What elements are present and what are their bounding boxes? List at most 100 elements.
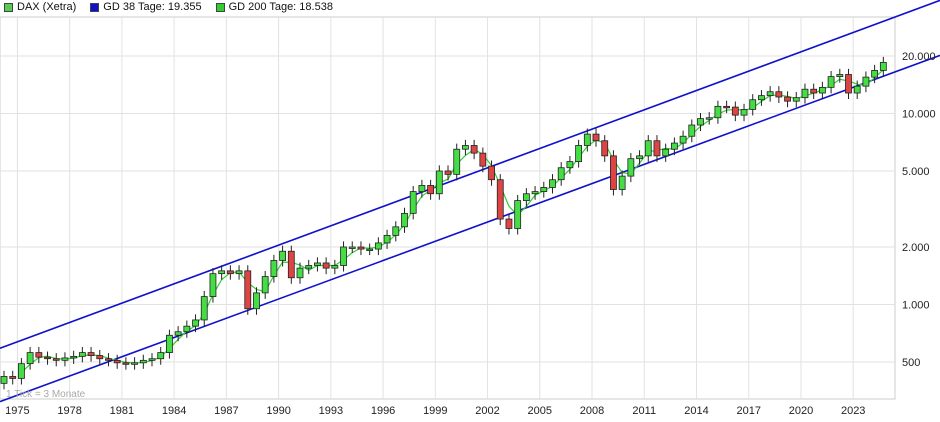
legend: DAX (Xetra) GD 38 Tage: 19.355 GD 200 Ta… <box>0 0 343 14</box>
candle-body <box>575 145 583 162</box>
candle-body <box>340 246 347 266</box>
candle-body <box>409 191 417 214</box>
candle-body <box>52 358 60 361</box>
candle-body <box>810 88 818 94</box>
x-tick-label: 1996 <box>371 405 395 417</box>
candle-body <box>383 234 391 244</box>
trend-line-lower <box>0 54 940 403</box>
candle-body <box>557 167 565 181</box>
candle-body <box>87 352 95 356</box>
x-axis: 1975 1978 1981 1984 1987 1990 1993 1996 1999 2002… <box>5 405 865 417</box>
legend-swatch-gd200 <box>215 2 225 12</box>
candle-body <box>261 276 269 294</box>
candle-body <box>549 179 556 188</box>
candle-body <box>270 260 278 277</box>
x-tick-label: 2011 <box>632 405 656 417</box>
candle-body <box>627 158 635 177</box>
legend-item-gd200[interactable]: GD 200 Tage: 18.538 <box>215 1 333 13</box>
candle-body <box>357 246 365 250</box>
candle-body <box>540 187 548 192</box>
candle-body <box>583 133 591 146</box>
x-tick-label: 2002 <box>475 405 499 417</box>
candle-body <box>235 270 243 275</box>
x-tick-label: 1981 <box>110 405 134 417</box>
gd200-line <box>20 69 884 374</box>
candle-body <box>731 106 739 116</box>
candle-body <box>331 265 339 269</box>
x-tick-label: 1990 <box>266 405 290 417</box>
candle-body <box>818 86 826 94</box>
candle-body <box>522 193 530 201</box>
candle-body <box>488 165 495 181</box>
trend-channel <box>0 0 940 403</box>
candle-body <box>70 355 78 359</box>
x-tick-label: 1984 <box>162 405 186 417</box>
candle-body <box>44 356 51 360</box>
candle-body <box>314 262 321 266</box>
candle-body <box>644 140 652 157</box>
candle-body <box>601 140 609 157</box>
candle-body <box>157 352 165 360</box>
legend-item-gd38[interactable]: GD 38 Tage: 19.355 <box>90 1 202 13</box>
candle-body <box>148 358 156 361</box>
candle-body <box>113 359 121 364</box>
candle-body <box>514 200 522 229</box>
candle-body <box>801 88 809 99</box>
candle-body <box>435 170 443 195</box>
x-tick-label: 2017 <box>736 405 760 417</box>
candle-body <box>18 363 25 379</box>
x-tick-label: 2020 <box>789 405 813 417</box>
candle-body <box>253 292 260 310</box>
legend-label-dax: DAX (Xetra) <box>17 1 77 13</box>
candle-body <box>105 358 112 361</box>
candle-body <box>592 133 600 142</box>
candle-body <box>192 319 199 327</box>
candle-body <box>618 175 626 190</box>
candle-body <box>209 273 217 297</box>
candle-body <box>444 170 452 175</box>
candle-body <box>566 161 574 169</box>
candle-body <box>418 185 426 192</box>
candle-body <box>505 218 513 229</box>
candle-body <box>0 376 8 384</box>
candle-body <box>348 246 356 249</box>
y-axis: 500 1.000 2.000 5.000 10.000 20.000 <box>902 51 936 369</box>
candle-body <box>427 185 435 195</box>
candle-body <box>218 270 226 275</box>
candle-body <box>200 296 208 321</box>
candle-body <box>287 250 295 279</box>
candle-body <box>670 142 678 150</box>
legend-swatch-gd38 <box>90 2 100 12</box>
candle-body <box>453 148 461 175</box>
candle-body <box>723 105 731 109</box>
moving-averages <box>20 69 884 374</box>
plot-area <box>0 16 896 400</box>
candle-body <box>479 152 487 167</box>
candle-body <box>784 96 791 102</box>
candle-body <box>836 74 844 77</box>
candle-body <box>139 359 147 364</box>
y-tick-label: 1.000 <box>902 299 930 311</box>
x-tick-label: 1987 <box>214 405 238 417</box>
candle-body <box>174 331 182 336</box>
candle-body <box>775 91 783 98</box>
x-tick-label: 1999 <box>423 405 447 417</box>
candle-body <box>662 148 670 157</box>
legend-item-dax[interactable]: DAX (Xetra) <box>4 1 76 13</box>
legend-label-gd38: GD 38 Tage: 19.355 <box>103 1 202 13</box>
candle-body <box>653 140 661 157</box>
candle-body <box>183 325 191 333</box>
candle-body <box>131 362 138 365</box>
candle-body <box>688 124 696 137</box>
x-tick-label: 1993 <box>319 405 343 417</box>
x-tick-label: 2014 <box>684 405 708 417</box>
candle-body <box>862 76 870 87</box>
candle-body <box>470 145 478 154</box>
candle-body <box>26 352 34 365</box>
legend-label-gd200: GD 200 Tage: 18.538 <box>228 1 333 13</box>
candles <box>0 56 887 390</box>
x-tick-label: 2008 <box>580 405 604 417</box>
y-tick-label: 2.000 <box>902 242 930 254</box>
candle-body <box>322 262 330 269</box>
candle-body <box>244 270 252 310</box>
